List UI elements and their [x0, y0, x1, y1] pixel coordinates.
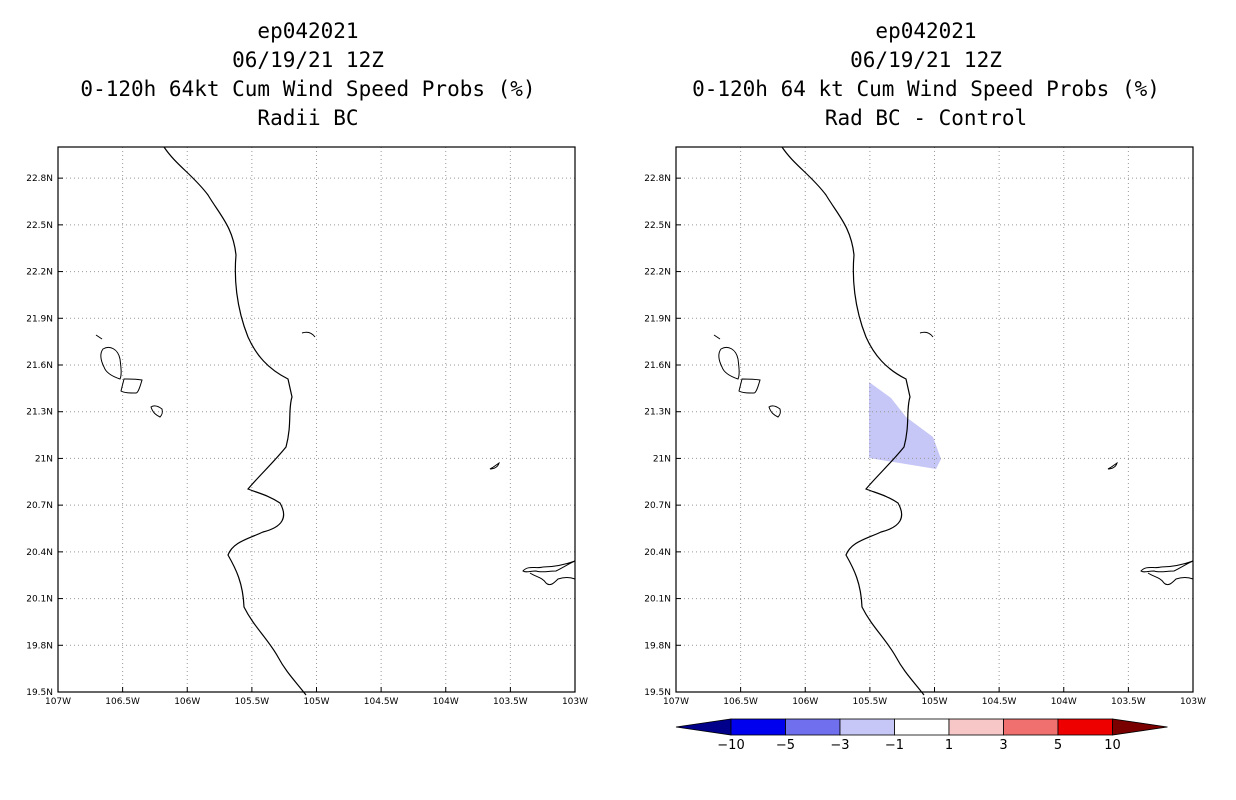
colorbar-segment — [894, 718, 950, 736]
lat-tick-label: 20.1N — [644, 595, 671, 605]
lat-tick-label: 19.5N — [26, 688, 53, 698]
colorbar-label: 5 — [1054, 738, 1062, 753]
lat-tick-label: 22.8N — [644, 174, 671, 184]
colorbar-label: −10 — [717, 738, 744, 753]
lon-tick-label: 103.5W — [1111, 697, 1146, 707]
right-ticks: 107W 106.5W 106W 105.5W 105W 104.5W 104W 103.5W… — [644, 174, 1206, 707]
right-title-line3: 0-120h 64 kt Cum Wind Speed Probs (%) — [692, 77, 1160, 101]
lon-tick-label: 107W — [45, 697, 71, 707]
lon-tick-label: 106.5W — [723, 697, 758, 707]
lat-tick-label: 19.8N — [644, 641, 671, 651]
colorbar-label: −5 — [776, 738, 795, 753]
left-map-panel: 107W 106.5W 106W 105.5W 105W 104.5W 104W 103.5W… — [26, 146, 588, 707]
lat-tick-label: 21.9N — [644, 314, 671, 324]
lat-tick-label: 21N — [35, 454, 53, 464]
colorbar-segment — [839, 718, 895, 736]
lon-tick-label: 106.5W — [105, 697, 140, 707]
lat-tick-label: 21.6N — [644, 361, 671, 371]
left-title-line3: 0-120h 64kt Cum Wind Speed Probs (%) — [80, 77, 536, 101]
lat-tick-label: 22.5N — [26, 221, 53, 231]
colorbar-label: 10 — [1104, 738, 1121, 753]
lon-tick-label: 103W — [1180, 697, 1206, 707]
lon-tick-label: 106W — [792, 697, 818, 707]
lat-tick-label: 21N — [653, 454, 671, 464]
lon-tick-label: 105W — [921, 697, 947, 707]
lat-tick-label: 22.5N — [644, 221, 671, 231]
lon-tick-label: 105W — [303, 697, 329, 707]
colorbar-segment — [948, 718, 1004, 736]
colorbar-right-arrow — [1112, 718, 1168, 736]
lat-tick-label: 22.2N — [644, 268, 671, 278]
lat-tick-label: 19.8N — [26, 641, 53, 651]
negative-anomaly-region — [869, 382, 941, 469]
lon-tick-label: 104W — [1051, 697, 1077, 707]
colorbar-segment — [730, 718, 786, 736]
right-title-line4: Rad BC - Control — [824, 106, 1028, 130]
lat-tick-label: 22.8N — [26, 174, 53, 184]
lon-tick-label: 103W — [562, 697, 588, 707]
lat-tick-label: 19.5N — [644, 688, 671, 698]
lat-tick-label: 21.9N — [26, 314, 53, 324]
lat-tick-label: 20.7N — [644, 501, 671, 511]
lat-tick-label: 20.4N — [26, 548, 53, 558]
colorbar-segment — [1057, 718, 1113, 736]
colorbar-label: 1 — [945, 738, 953, 753]
left-ticks: 107W 106.5W 106W 105.5W 105W 104.5W 104W 103.5W… — [26, 174, 588, 707]
lat-tick-label: 21.6N — [26, 361, 53, 371]
right-panel-title: ep042021 06/19/21 12Z 0-120h 64 kt Cum W… — [676, 17, 1176, 133]
lon-tick-label: 104W — [433, 697, 459, 707]
lat-tick-label: 21.3N — [644, 408, 671, 418]
colorbar-label: −3 — [830, 738, 849, 753]
colorbar-segment — [785, 718, 841, 736]
right-title-line1: ep042021 — [875, 19, 977, 43]
right-grid — [676, 147, 1193, 692]
lon-tick-label: 105.5W — [235, 697, 270, 707]
left-title-line1: ep042021 — [257, 19, 359, 43]
lon-tick-label: 104.5W — [364, 697, 399, 707]
lon-tick-label: 107W — [663, 697, 689, 707]
left-title-line2: 06/19/21 12Z — [232, 48, 384, 72]
colorbar-segment — [1003, 718, 1059, 736]
colorbar-label: 3 — [999, 738, 1007, 753]
lat-tick-label: 20.1N — [26, 595, 53, 605]
colorbar-label: −1 — [885, 738, 904, 753]
lon-tick-label: 104.5W — [982, 697, 1017, 707]
lon-tick-label: 103.5W — [493, 697, 528, 707]
left-panel-title: ep042021 06/19/21 12Z 0-120h 64kt Cum Wi… — [58, 17, 558, 133]
lat-tick-label: 20.4N — [644, 548, 671, 558]
lat-tick-label: 21.3N — [26, 408, 53, 418]
colorbar-left-arrow — [675, 718, 732, 736]
right-title-line2: 06/19/21 12Z — [850, 48, 1002, 72]
lat-tick-label: 20.7N — [26, 501, 53, 511]
lon-tick-label: 105.5W — [853, 697, 888, 707]
right-map-panel: 107W 106.5W 106W 105.5W 105W 104.5W 104W 103.5W… — [644, 146, 1206, 707]
lat-tick-label: 22.2N — [26, 268, 53, 278]
colorbar: −10 −5 −3 −1 1 3 5 10 — [675, 718, 1168, 753]
lon-tick-label: 106W — [174, 697, 200, 707]
left-grid — [58, 147, 575, 692]
left-title-line4: Radii BC — [257, 106, 359, 130]
